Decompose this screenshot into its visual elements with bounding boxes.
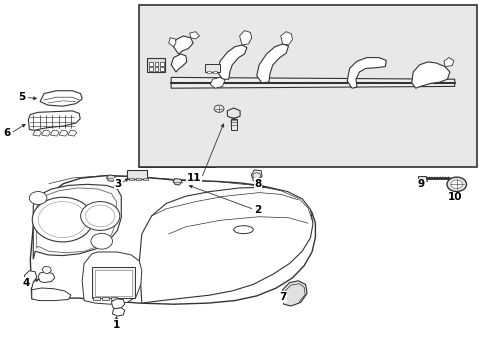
Polygon shape bbox=[171, 54, 186, 72]
Text: 5: 5 bbox=[18, 92, 25, 102]
Text: 7: 7 bbox=[278, 292, 286, 302]
Circle shape bbox=[81, 202, 120, 230]
Polygon shape bbox=[173, 179, 182, 185]
Polygon shape bbox=[280, 32, 292, 45]
Circle shape bbox=[446, 177, 466, 192]
Circle shape bbox=[450, 180, 462, 189]
Bar bbox=[142, 178, 147, 180]
Bar bbox=[160, 67, 164, 71]
Text: 8: 8 bbox=[254, 179, 261, 189]
Bar bbox=[127, 170, 146, 179]
Bar bbox=[102, 297, 108, 300]
Bar bbox=[230, 119, 236, 130]
Polygon shape bbox=[33, 184, 121, 259]
Polygon shape bbox=[33, 130, 41, 136]
Polygon shape bbox=[24, 271, 37, 288]
Bar bbox=[160, 62, 164, 66]
Polygon shape bbox=[139, 187, 312, 303]
Polygon shape bbox=[251, 170, 262, 181]
Polygon shape bbox=[42, 266, 51, 274]
Bar bbox=[205, 64, 220, 72]
Polygon shape bbox=[37, 188, 116, 253]
Bar bbox=[110, 297, 117, 300]
Polygon shape bbox=[32, 288, 71, 301]
Bar bbox=[416, 179, 427, 181]
Polygon shape bbox=[173, 36, 193, 54]
Bar bbox=[154, 62, 158, 66]
Polygon shape bbox=[443, 58, 453, 67]
Bar bbox=[146, 58, 165, 72]
Polygon shape bbox=[171, 77, 454, 88]
Circle shape bbox=[91, 233, 112, 249]
Polygon shape bbox=[282, 281, 306, 306]
Bar bbox=[154, 67, 158, 71]
Bar bbox=[92, 267, 135, 298]
Text: 3: 3 bbox=[114, 179, 121, 189]
Circle shape bbox=[214, 105, 224, 112]
Polygon shape bbox=[68, 130, 77, 136]
Polygon shape bbox=[411, 62, 449, 88]
Polygon shape bbox=[38, 272, 55, 283]
Circle shape bbox=[38, 202, 87, 238]
Circle shape bbox=[32, 197, 93, 242]
Polygon shape bbox=[227, 108, 240, 119]
Text: 10: 10 bbox=[447, 192, 461, 202]
Circle shape bbox=[85, 205, 115, 227]
Text: 11: 11 bbox=[186, 173, 201, 183]
Polygon shape bbox=[111, 299, 124, 309]
Text: 1: 1 bbox=[113, 320, 120, 330]
Bar bbox=[207, 71, 211, 73]
Bar bbox=[136, 178, 141, 180]
Polygon shape bbox=[210, 77, 224, 88]
Bar bbox=[148, 67, 152, 71]
Bar bbox=[213, 71, 217, 73]
Polygon shape bbox=[217, 45, 246, 79]
Bar bbox=[95, 270, 131, 296]
Text: 9: 9 bbox=[417, 179, 424, 189]
Bar bbox=[148, 62, 152, 66]
Polygon shape bbox=[112, 308, 124, 316]
Text: 6: 6 bbox=[3, 128, 11, 138]
Polygon shape bbox=[59, 130, 68, 136]
Bar bbox=[139, 5, 476, 167]
Polygon shape bbox=[346, 58, 386, 88]
Polygon shape bbox=[106, 175, 115, 181]
Polygon shape bbox=[239, 31, 251, 45]
Polygon shape bbox=[40, 91, 82, 106]
Polygon shape bbox=[82, 252, 142, 304]
Bar bbox=[93, 297, 100, 300]
Text: 4: 4 bbox=[23, 278, 30, 288]
Circle shape bbox=[29, 192, 47, 204]
Text: 2: 2 bbox=[254, 204, 261, 215]
Bar bbox=[129, 178, 134, 180]
Polygon shape bbox=[30, 176, 315, 304]
Bar bbox=[417, 176, 425, 179]
Ellipse shape bbox=[233, 226, 253, 234]
Polygon shape bbox=[50, 130, 59, 136]
Polygon shape bbox=[41, 130, 50, 136]
Polygon shape bbox=[28, 111, 80, 130]
Polygon shape bbox=[189, 32, 199, 39]
Polygon shape bbox=[256, 44, 288, 83]
Polygon shape bbox=[168, 38, 176, 47]
